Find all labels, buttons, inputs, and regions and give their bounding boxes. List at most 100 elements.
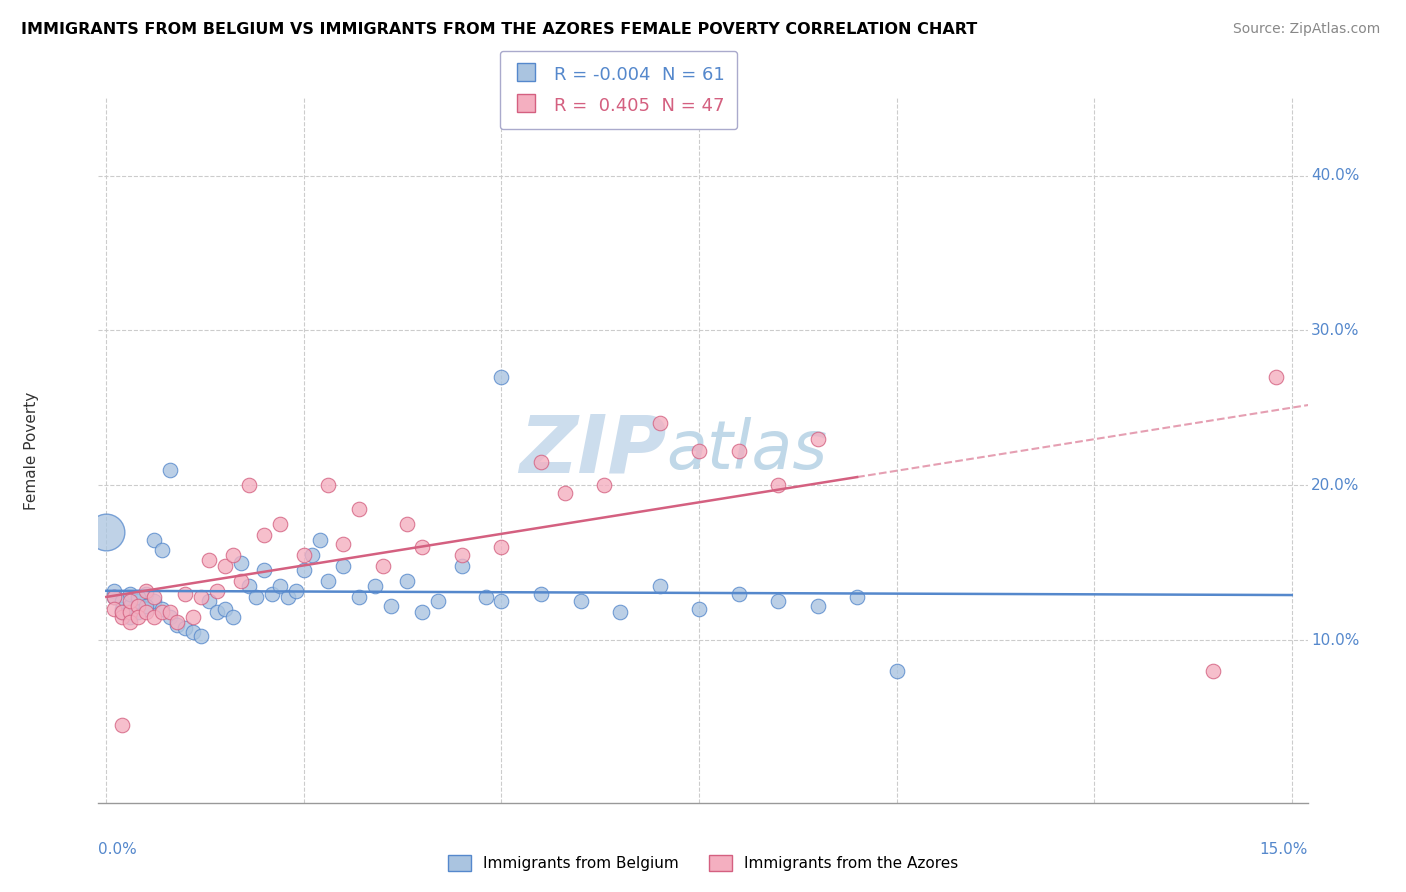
Point: [181, 625, 204, 640]
Point: [648, 417, 671, 431]
Point: [205, 583, 228, 598]
Point: [554, 486, 576, 500]
Point: [593, 478, 616, 492]
Point: [142, 590, 165, 604]
Point: [103, 602, 125, 616]
Point: [135, 602, 157, 616]
Point: [118, 605, 141, 619]
Point: [174, 621, 197, 635]
Point: [269, 516, 291, 531]
Point: [222, 548, 245, 562]
Point: [111, 610, 134, 624]
Point: [846, 590, 869, 604]
Point: [229, 556, 252, 570]
Text: Female Poverty: Female Poverty: [24, 392, 39, 509]
Point: [150, 605, 173, 619]
Point: [229, 574, 252, 589]
Text: Source: ZipAtlas.com: Source: ZipAtlas.com: [1233, 22, 1381, 37]
Point: [181, 610, 204, 624]
Point: [530, 587, 553, 601]
Text: 40.0%: 40.0%: [1312, 168, 1360, 183]
Point: [127, 610, 149, 624]
Point: [491, 541, 513, 555]
Point: [166, 615, 188, 629]
Point: [364, 579, 387, 593]
Point: [688, 444, 710, 458]
Point: [395, 574, 418, 589]
Point: [118, 615, 141, 629]
Point: [347, 501, 370, 516]
Point: [807, 432, 830, 446]
Point: [159, 610, 181, 624]
Point: [766, 478, 789, 492]
Text: atlas: atlas: [666, 417, 828, 483]
Point: [238, 579, 260, 593]
Point: [142, 594, 165, 608]
Point: [245, 590, 267, 604]
Point: [142, 533, 165, 547]
Point: [727, 587, 749, 601]
Point: [135, 599, 157, 613]
Point: [103, 583, 125, 598]
Point: [190, 590, 212, 604]
Point: [530, 455, 553, 469]
Point: [332, 558, 354, 573]
Point: [150, 543, 173, 558]
Text: 20.0%: 20.0%: [1312, 478, 1360, 492]
Point: [648, 579, 671, 593]
Point: [316, 478, 339, 492]
Point: [262, 587, 284, 601]
Point: [118, 594, 141, 608]
Text: 30.0%: 30.0%: [1312, 323, 1360, 338]
Point: [1202, 664, 1225, 678]
Point: [214, 602, 236, 616]
Point: [285, 583, 308, 598]
Point: [727, 444, 749, 458]
Text: 15.0%: 15.0%: [1260, 841, 1308, 856]
Point: [380, 599, 402, 613]
Point: [198, 594, 221, 608]
Point: [118, 610, 141, 624]
Point: [688, 602, 710, 616]
Point: [166, 617, 188, 632]
Point: [103, 590, 125, 604]
Point: [451, 558, 474, 573]
Legend: R = -0.004  N = 61, R =  0.405  N = 47: R = -0.004 N = 61, R = 0.405 N = 47: [499, 51, 737, 129]
Point: [127, 590, 149, 604]
Point: [474, 590, 496, 604]
Point: [395, 516, 418, 531]
Point: [111, 718, 134, 732]
Point: [111, 605, 134, 619]
Point: [807, 599, 830, 613]
Point: [609, 605, 631, 619]
Point: [292, 564, 315, 578]
Point: [214, 558, 236, 573]
Point: [253, 528, 276, 542]
Point: [292, 548, 315, 562]
Point: [198, 552, 221, 566]
Legend: Immigrants from Belgium, Immigrants from the Azores: Immigrants from Belgium, Immigrants from…: [441, 849, 965, 877]
Point: [159, 463, 181, 477]
Point: [127, 594, 149, 608]
Point: [269, 579, 291, 593]
Point: [190, 628, 212, 642]
Point: [205, 605, 228, 619]
Point: [316, 574, 339, 589]
Point: [135, 583, 157, 598]
Point: [159, 605, 181, 619]
Point: [135, 587, 157, 601]
Point: [127, 599, 149, 613]
Point: [142, 610, 165, 624]
Point: [886, 664, 908, 678]
Point: [491, 370, 513, 384]
Point: [451, 548, 474, 562]
Text: 0.0%: 0.0%: [98, 841, 138, 856]
Point: [118, 599, 141, 613]
Point: [174, 587, 197, 601]
Text: 10.0%: 10.0%: [1312, 632, 1360, 648]
Point: [96, 524, 118, 539]
Point: [411, 541, 433, 555]
Point: [371, 558, 394, 573]
Point: [111, 602, 134, 616]
Point: [308, 533, 330, 547]
